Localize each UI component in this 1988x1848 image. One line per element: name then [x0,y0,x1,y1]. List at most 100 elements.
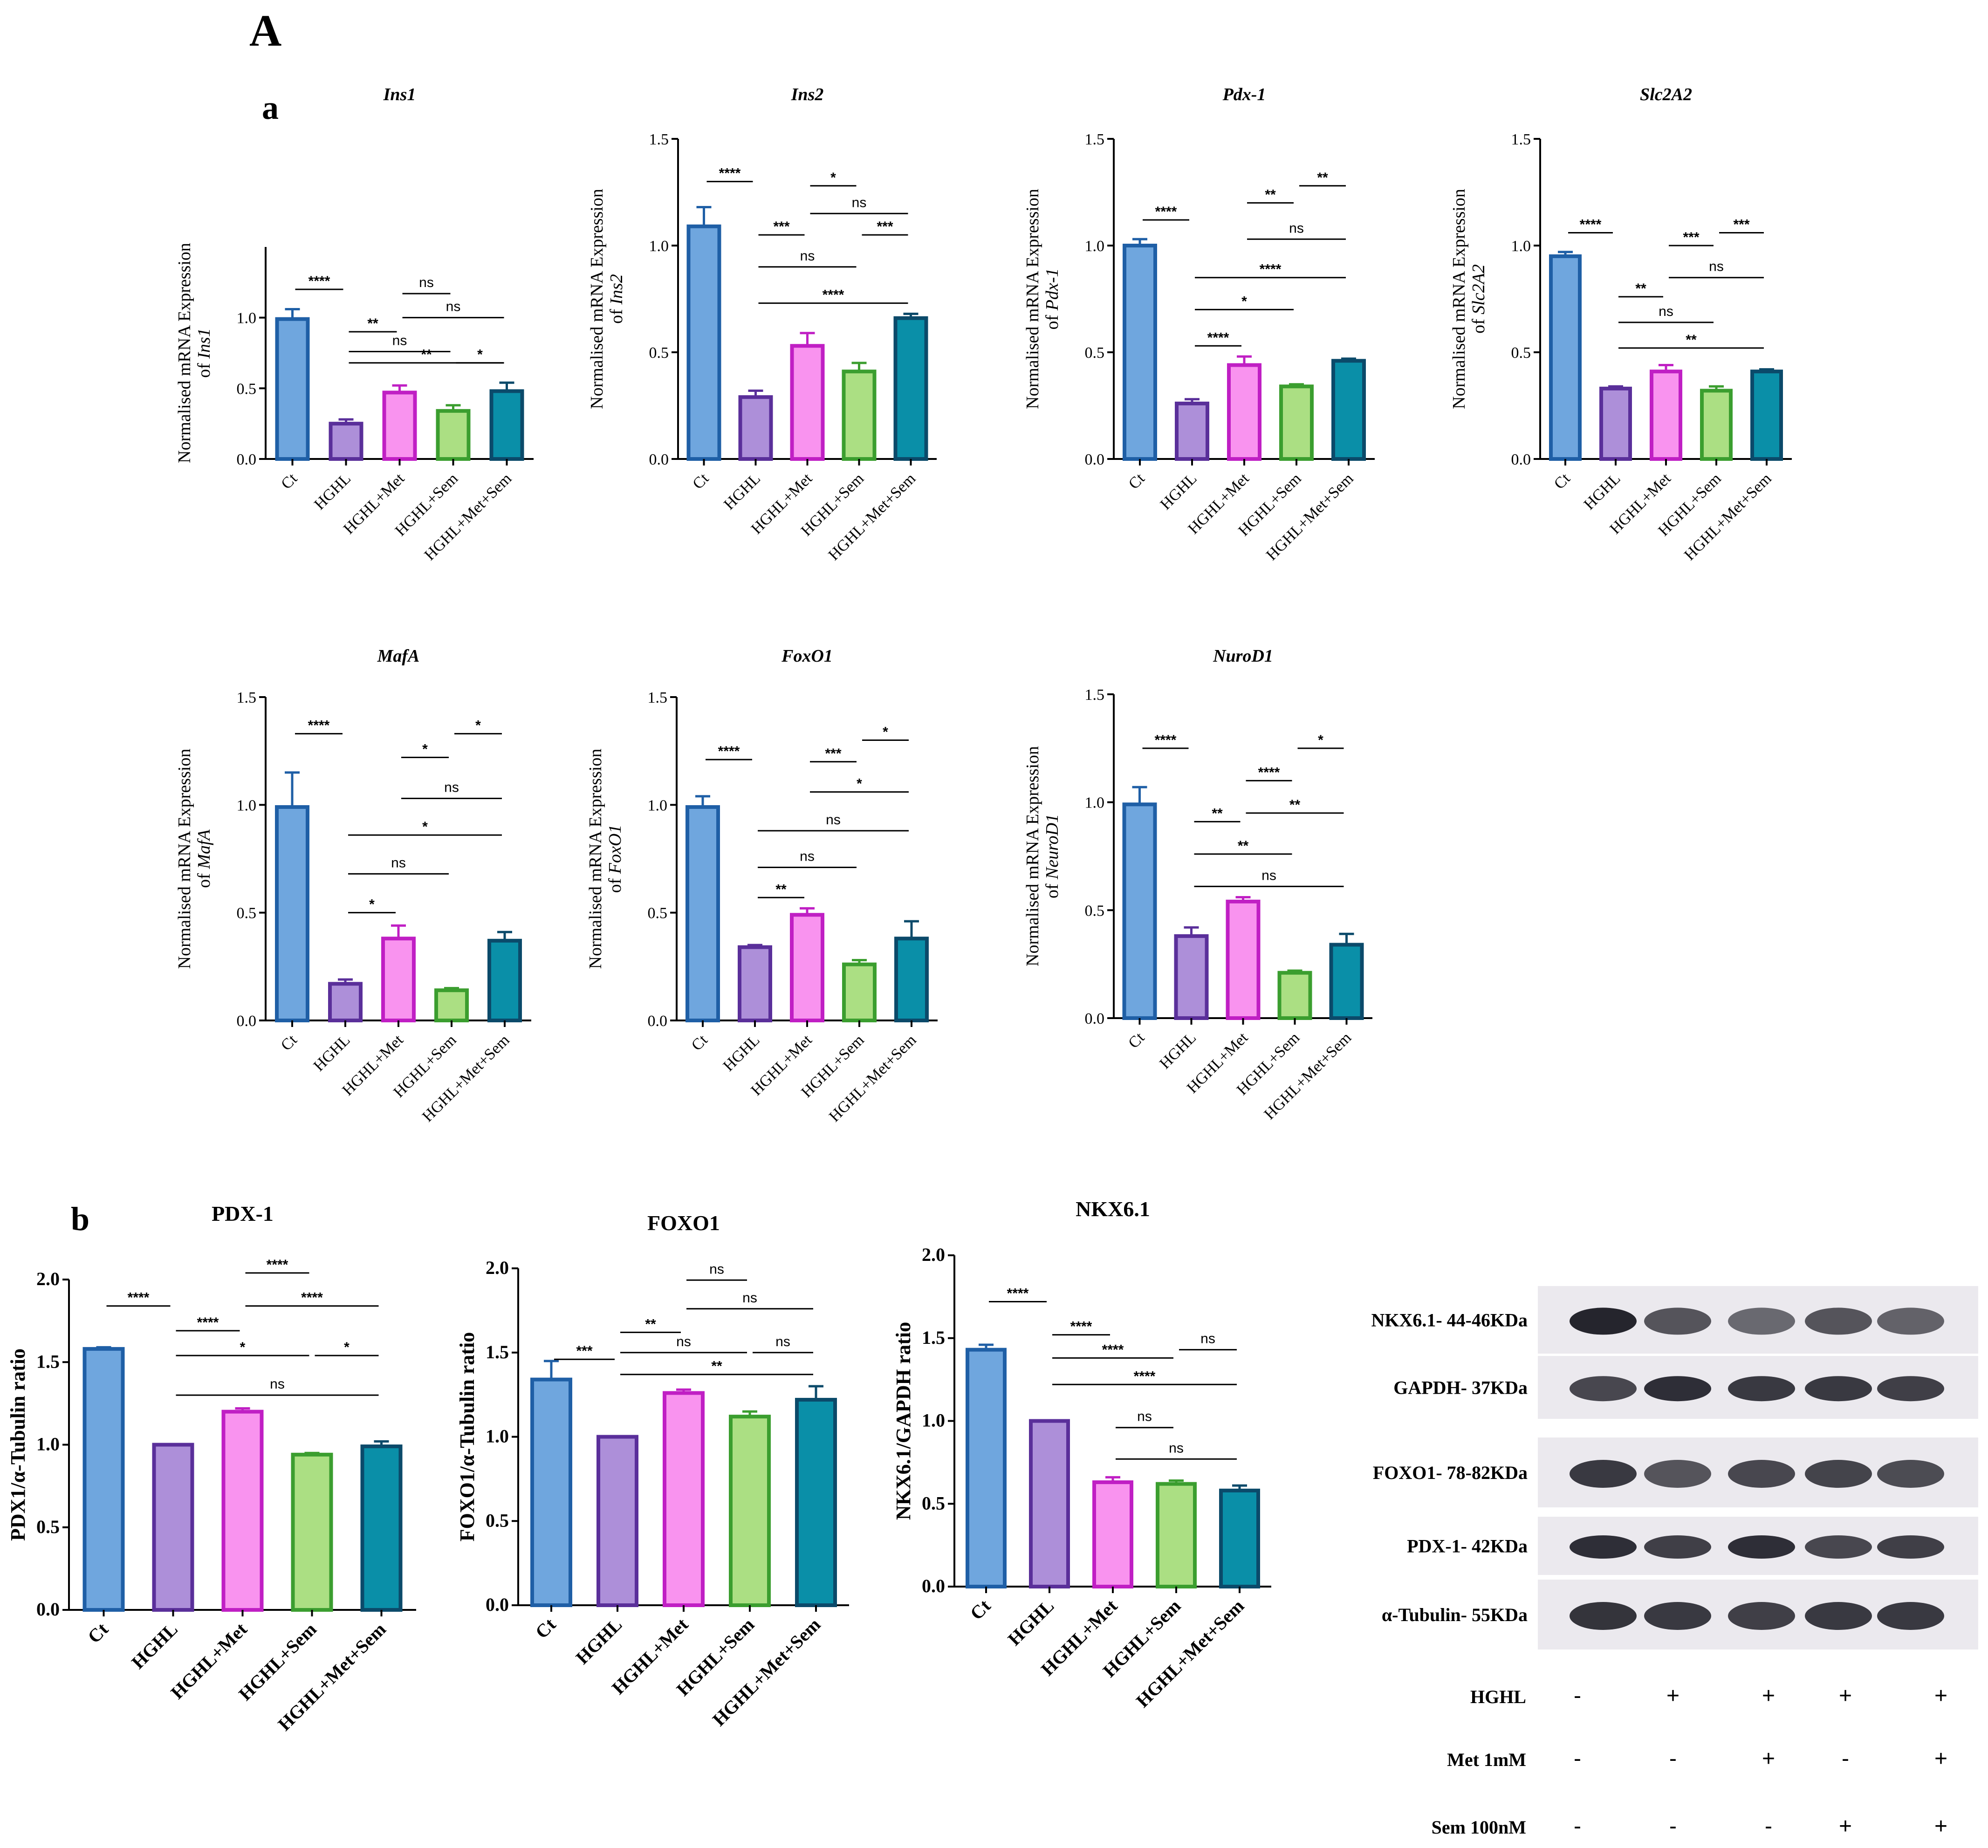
y-axis-label-gene-name: MafA [194,829,214,869]
chart-title: Ins1 [383,85,416,104]
significance-label: **** [301,1290,323,1306]
y-tick-label: 1.0 [237,310,257,327]
y-tick-label: 0.5 [237,905,257,922]
significance-label: **** [1155,204,1177,219]
y-tick-label: 1.5 [1085,131,1105,148]
treatment-sign: - [1574,1814,1581,1839]
significance-label: ** [711,1359,722,1374]
significance-label: ** [1212,806,1223,821]
chart-nkx61_prot: NKX6.1 0.0 0.5 1.0 1.5 2.0 NKX6.1/GAPDH ratio C… [892,1197,1271,1711]
y-axis-label-prefix: of [1042,310,1062,329]
y-tick-label: 0.5 [1511,344,1531,362]
bar-HGHL+Sem [1277,971,1312,1020]
y-tick-label: 0.5 [237,380,257,397]
category-label: Ct [1551,470,1574,493]
bar-HGHL+Met [790,344,825,461]
blot-row: PDX-1- 42KDa [1407,1517,1978,1575]
category-label: HGHL [311,470,354,513]
treatment-sign: - [1574,1684,1581,1708]
y-tick-label: 1.5 [237,689,257,706]
category-label: Ct [966,1595,995,1624]
significance-label: ns [676,1334,691,1349]
y-tick-label: 0.0 [36,1599,60,1620]
significance-label: * [883,725,888,740]
blot-band [1877,1376,1944,1402]
subpanel-label-b: b [71,1200,89,1238]
significance-label: ns [392,333,407,348]
y-axis-label-gene-name: FoxO1 [605,825,625,875]
category-label: HGHL [310,1031,354,1075]
y-axis-label: Normalised mRNA Expression [1449,189,1469,409]
significance-label: ns [800,248,815,264]
significance-label: **** [267,1257,288,1273]
significance-label: ns [1169,1440,1184,1456]
bar-HGHL+Sem [436,409,471,461]
significance-label: ns [1137,1409,1152,1424]
y-tick-label: 0.0 [922,1575,945,1596]
blot-band-label: GAPDH- 37KDa [1393,1377,1528,1398]
category-label: Ct [688,1031,711,1054]
y-tick-label: 1.0 [1085,238,1105,255]
bar-HGHL+Met+Sem [1331,359,1366,461]
y-tick-label: 1.5 [1085,686,1105,704]
blot-row: FOXO1- 78-82KDa [1373,1437,1978,1507]
blot-band [1570,1460,1637,1488]
y-axis-label-gene-name: Slc2A2 [1469,264,1488,315]
category-label: HGHL [1157,470,1200,513]
blot-band-label: NKX6.1- 44-46KDa [1371,1310,1528,1331]
bar-HGHL+Sem [291,1452,333,1612]
bar-HGHL+Sem [842,370,877,461]
subpanel-label-a: a [262,89,279,126]
significance-label: * [422,742,428,757]
category-label: HGHL [1581,470,1624,513]
y-tick-label: 1.0 [922,1410,945,1431]
bar-Ct [275,805,309,1022]
category-label: HGHL [572,1614,626,1669]
y-axis-label-prefix: of [194,869,214,888]
y-tick-label: 1.0 [36,1434,60,1455]
y-tick-label: 1.0 [237,797,257,814]
significance-label: *** [1683,230,1699,245]
chart-title: PDX-1 [212,1202,274,1225]
blot-band [1570,1307,1637,1335]
y-axis-label-gene: of Ins2 [607,274,626,324]
significance-label: **** [1260,262,1282,277]
significance-label: *** [576,1343,592,1359]
significance-label: *** [825,746,841,761]
bar-HGHL+Met [1092,1480,1133,1588]
treatment-sign: + [1839,1684,1852,1708]
significance-label: ** [367,316,378,331]
y-tick-label: 0.5 [648,905,668,922]
significance-label: ns [1289,220,1304,236]
y-axis-label: PDX1/α-Tubulin ratio [7,1348,29,1541]
blot-band-label: α-Tubulin- 55KDa [1382,1604,1528,1625]
blot-band-label: PDX-1- 42KDa [1407,1536,1528,1557]
bar-Ct [686,805,720,1022]
bar-HGHL+Sem [1700,389,1733,461]
blot-band [1805,1376,1872,1402]
treatment-label: Met 1mM [1447,1749,1526,1770]
blot-band [1570,1602,1637,1630]
blot-band [1728,1535,1795,1559]
y-tick-label: 1.5 [648,689,668,706]
y-tick-label: 1.5 [1511,131,1531,148]
bar-Ct [966,1348,1007,1588]
treatment-sign: + [1839,1814,1852,1839]
bar-HGHL [1175,401,1209,461]
bar-HGHL+Met [1226,899,1261,1020]
y-axis-label-prefix: of [1042,879,1062,898]
y-tick-label: 0.0 [1085,1010,1105,1027]
significance-label: * [240,1340,246,1355]
chart-title: Pdx-1 [1222,85,1266,104]
significance-label: ** [1317,170,1328,185]
significance-label: ** [1635,281,1646,296]
y-tick-label: 0.5 [1085,344,1105,362]
significance-label: **** [128,1290,150,1306]
significance-label: * [369,897,375,912]
chart-pdx1_prot: PDX-1 0.0 0.5 1.0 1.5 2.0 PDX1/α-Tubulin ratio… [7,1202,416,1735]
bar-HGHL [1029,1419,1070,1588]
chart-ins1: Ins1 0.0 0.5 1.0 Normalised mRNA Expression o… [175,85,534,564]
y-tick-label: 1.0 [1085,794,1105,812]
significance-label: ** [1265,187,1276,202]
bar-HGHL+Met+Sem [894,937,929,1022]
